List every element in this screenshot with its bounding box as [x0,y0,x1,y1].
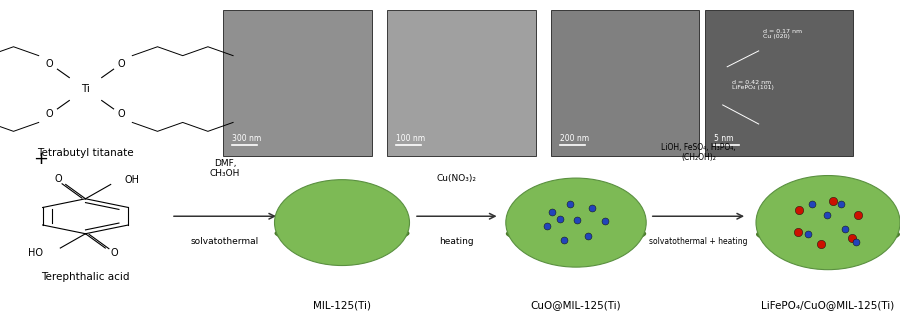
Text: O: O [46,59,53,69]
Text: Cu(NO₃)₂: Cu(NO₃)₂ [436,174,477,183]
Text: d = 0.42 nm
LiFePO₄ (101): d = 0.42 nm LiFePO₄ (101) [732,80,774,90]
Text: 300 nm: 300 nm [232,134,262,143]
Text: O: O [118,109,125,120]
Text: Terephthalic acid: Terephthalic acid [41,272,130,282]
Text: OH: OH [125,175,140,185]
Text: Ti: Ti [81,84,90,94]
Bar [223,10,372,156]
Text: 5 nm: 5 nm [714,134,734,143]
Text: solvatothermal + heating: solvatothermal + heating [649,237,748,246]
Text: d = 0.17 nm
Cu (020): d = 0.17 nm Cu (020) [763,29,802,39]
Text: +: + [33,150,48,168]
Bar [551,10,699,156]
Bar [705,10,853,156]
Text: O: O [111,248,118,259]
Text: 100 nm: 100 nm [396,134,425,143]
Text: solvatothermal: solvatothermal [191,237,259,246]
Text: 200 nm: 200 nm [560,134,589,143]
Ellipse shape [274,223,410,244]
Text: DMF,
CH₃OH: DMF, CH₃OH [210,159,240,178]
Ellipse shape [756,176,900,270]
Bar [387,10,536,156]
Text: O: O [46,109,53,120]
Text: O: O [118,59,125,69]
Text: O: O [55,174,62,184]
Text: HO: HO [29,248,43,258]
Text: MIL-125(Ti): MIL-125(Ti) [313,300,371,310]
Ellipse shape [506,178,646,267]
Text: Tetrabutyl titanate: Tetrabutyl titanate [37,148,134,158]
Text: heating: heating [439,237,474,246]
Ellipse shape [756,223,900,246]
Text: CuO@MIL-125(Ti): CuO@MIL-125(Ti) [531,300,621,310]
Text: LiOH, FeSO₄, H₃PO₄,
(CH₂OH)₂: LiOH, FeSO₄, H₃PO₄, (CH₂OH)₂ [662,143,735,162]
Ellipse shape [274,180,410,266]
Ellipse shape [506,223,646,245]
Text: LiFePO₄/CuO@MIL-125(Ti): LiFePO₄/CuO@MIL-125(Ti) [761,300,895,310]
